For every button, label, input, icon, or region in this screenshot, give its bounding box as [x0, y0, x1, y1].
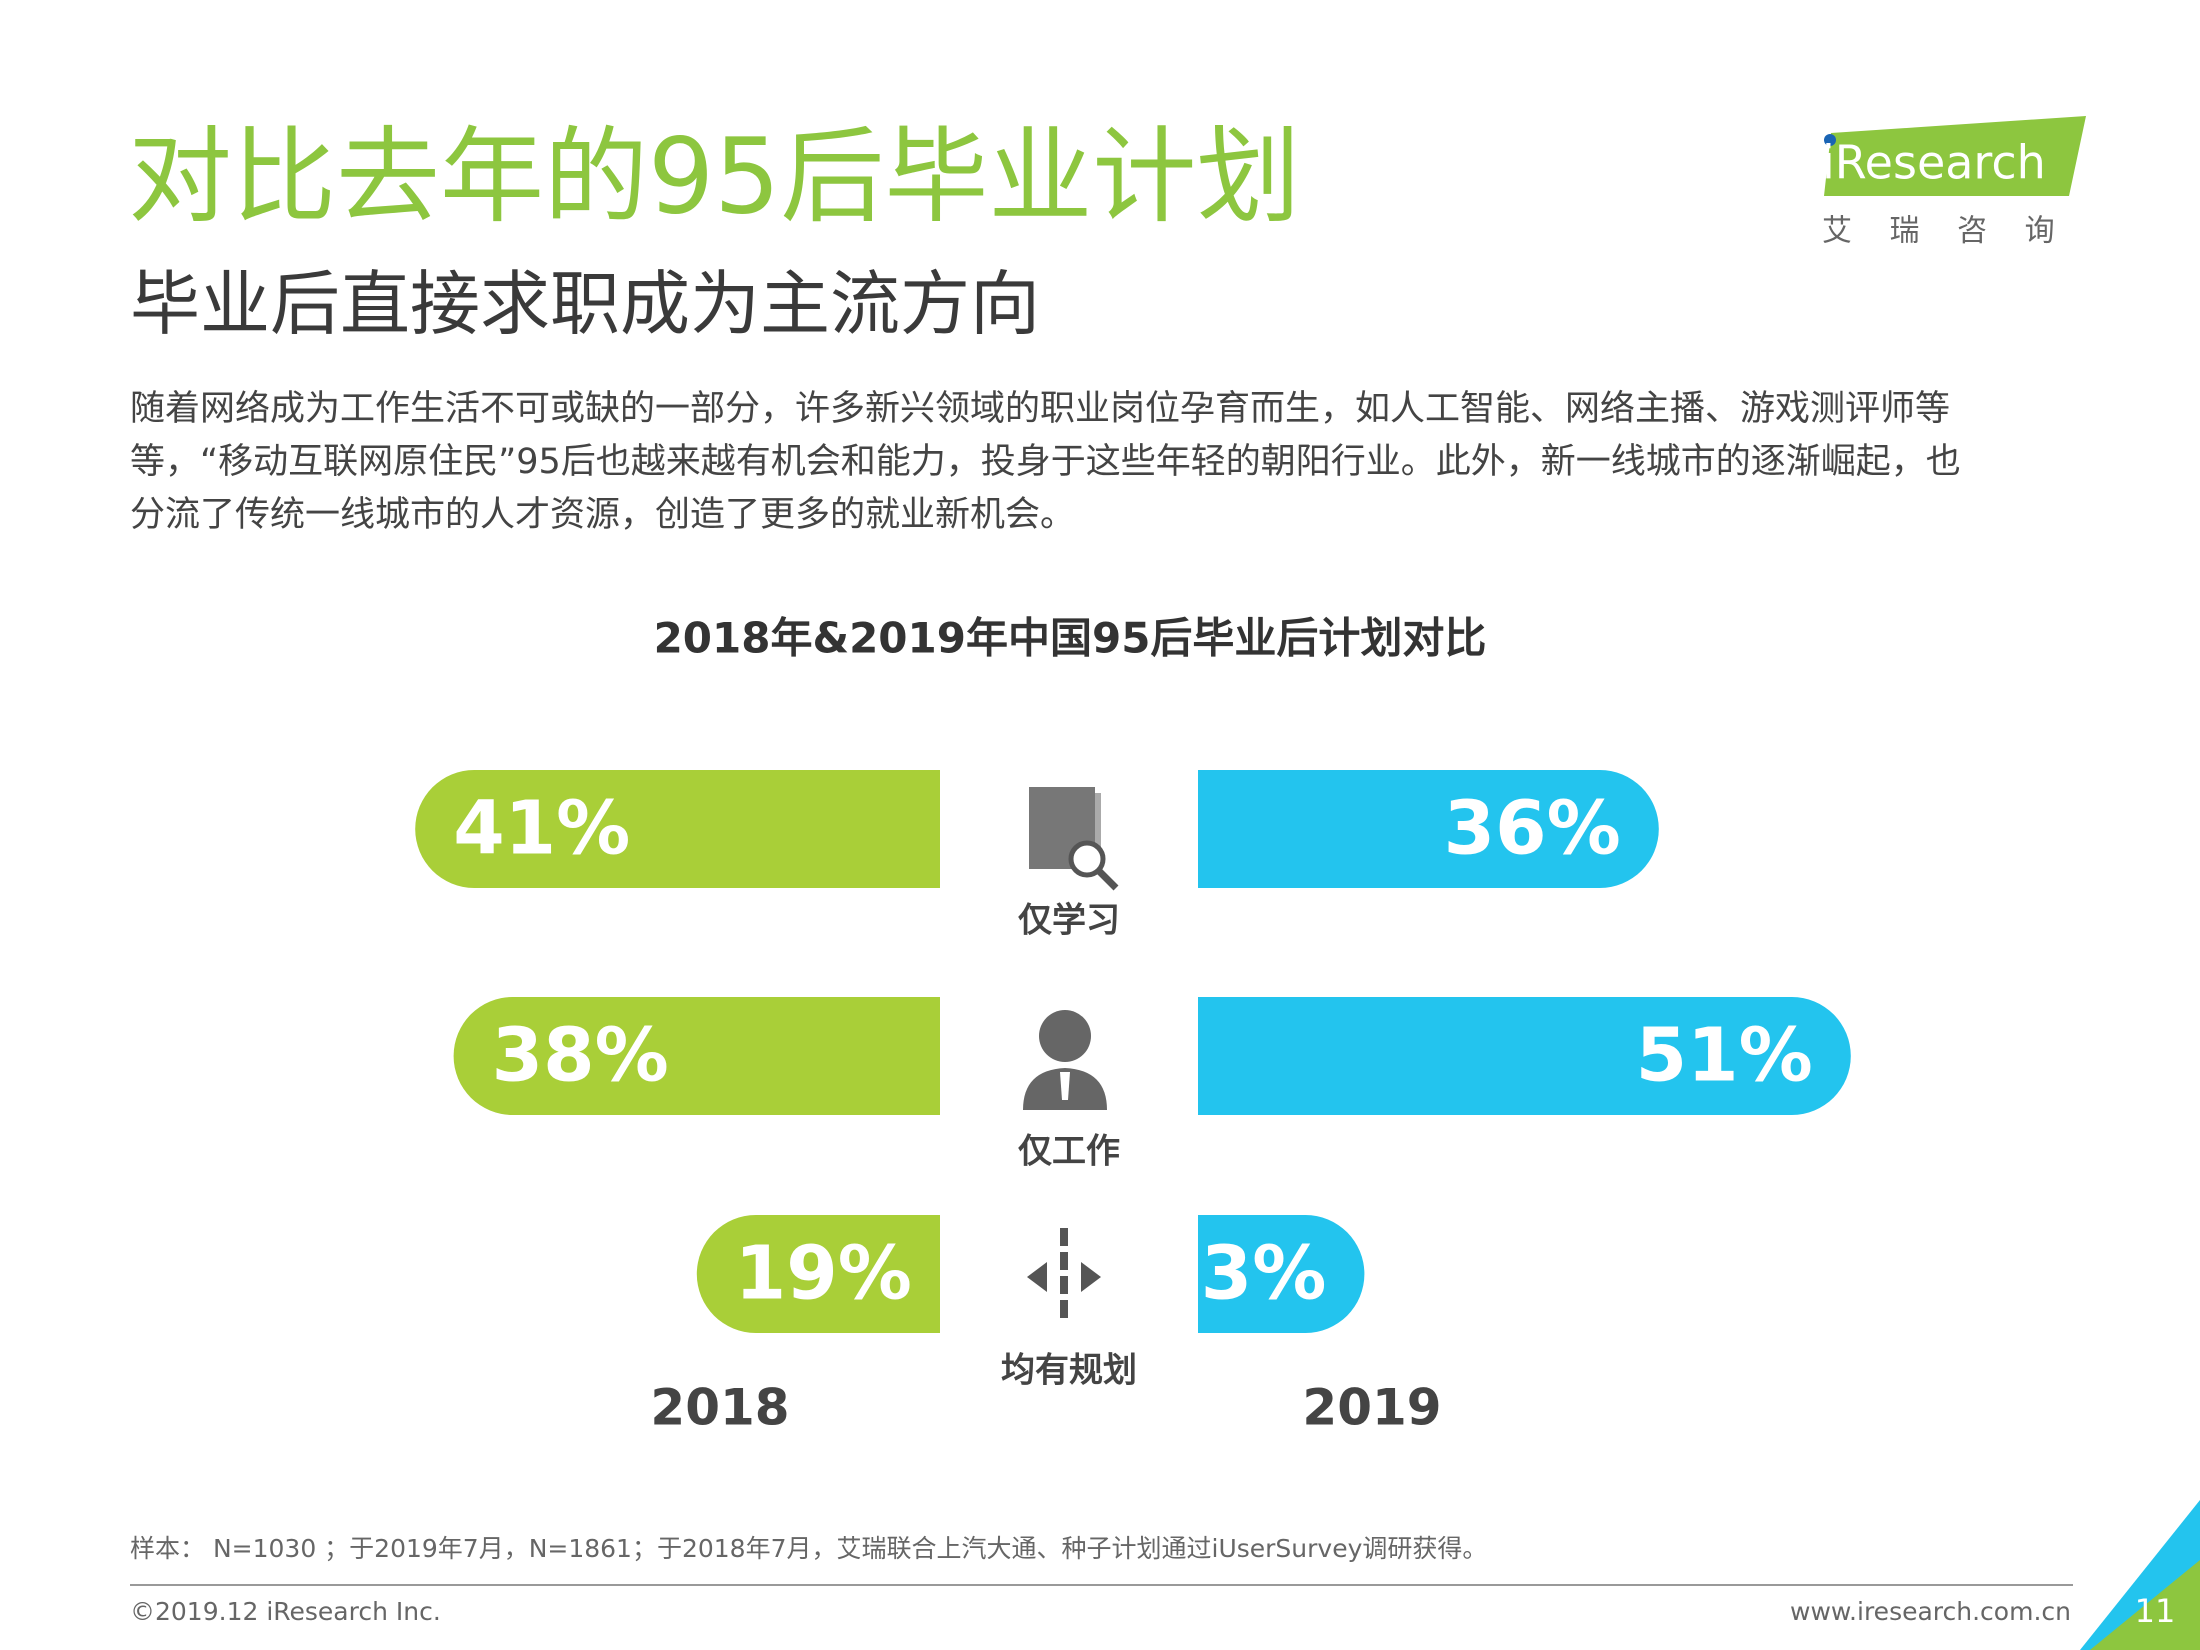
category-label: 仅学习 — [1018, 901, 1120, 941]
value-label: 38% — [492, 1013, 669, 1099]
value-label: 13% — [1149, 1231, 1326, 1317]
series-name: 2019 — [1302, 1379, 1441, 1437]
bar — [1198, 997, 1851, 1115]
subtitle: 毕业后直接求职成为主流方向 — [130, 263, 1040, 345]
value-label: 19% — [735, 1231, 912, 1317]
paragraph-line: 分流了传统一线城市的人才资源，创造了更多的就业新机会。 — [130, 495, 1075, 535]
title: 对比去年的95后毕业计划 — [128, 115, 1300, 237]
logo-dot — [1824, 134, 1836, 146]
footnote: 样本： N=1030 ；于2019年7月，N=1861；于2018年7月，艾瑞联… — [130, 1534, 1487, 1563]
value-label: 36% — [1444, 786, 1621, 872]
logo-name: iResearch — [1822, 136, 2046, 190]
value-label: 51% — [1636, 1013, 1813, 1099]
logo-badge — [1824, 116, 2086, 196]
bar — [453, 997, 940, 1115]
category-label: 仅工作 — [1018, 1132, 1120, 1172]
icon-study — [1029, 787, 1119, 891]
value-label: 41% — [453, 786, 630, 872]
website: www.iresearch.com.cn — [1790, 1597, 2071, 1626]
page-number: 11 — [2135, 1592, 2176, 1630]
bar — [696, 1215, 940, 1333]
category-label: 均有规划 — [1001, 1351, 1137, 1391]
chart-title: 2018年&2019年中国95后毕业后计划对比 — [654, 614, 1487, 663]
paragraph-line: 随着网络成为工作生活不可或缺的一部分，许多新兴领域的职业岗位孕育而生，如人工智能… — [130, 389, 1950, 429]
bar — [1198, 1215, 1365, 1333]
series-name: 2018 — [650, 1379, 789, 1437]
copyright: ©2019.12 iResearch Inc. — [130, 1597, 441, 1626]
bar — [415, 770, 940, 888]
icon-work — [1023, 1010, 1107, 1110]
icon-plan — [1027, 1228, 1101, 1318]
paragraph-line: 等，“移动互联网原住民”95后也越来越有机会和能力，投身于这些年轻的朝阳行业。此… — [130, 442, 1961, 482]
bar — [1198, 770, 1659, 888]
logo-chinese: 艾 瑞 咨 询 — [1822, 214, 2069, 249]
corner-green — [2090, 1560, 2200, 1650]
